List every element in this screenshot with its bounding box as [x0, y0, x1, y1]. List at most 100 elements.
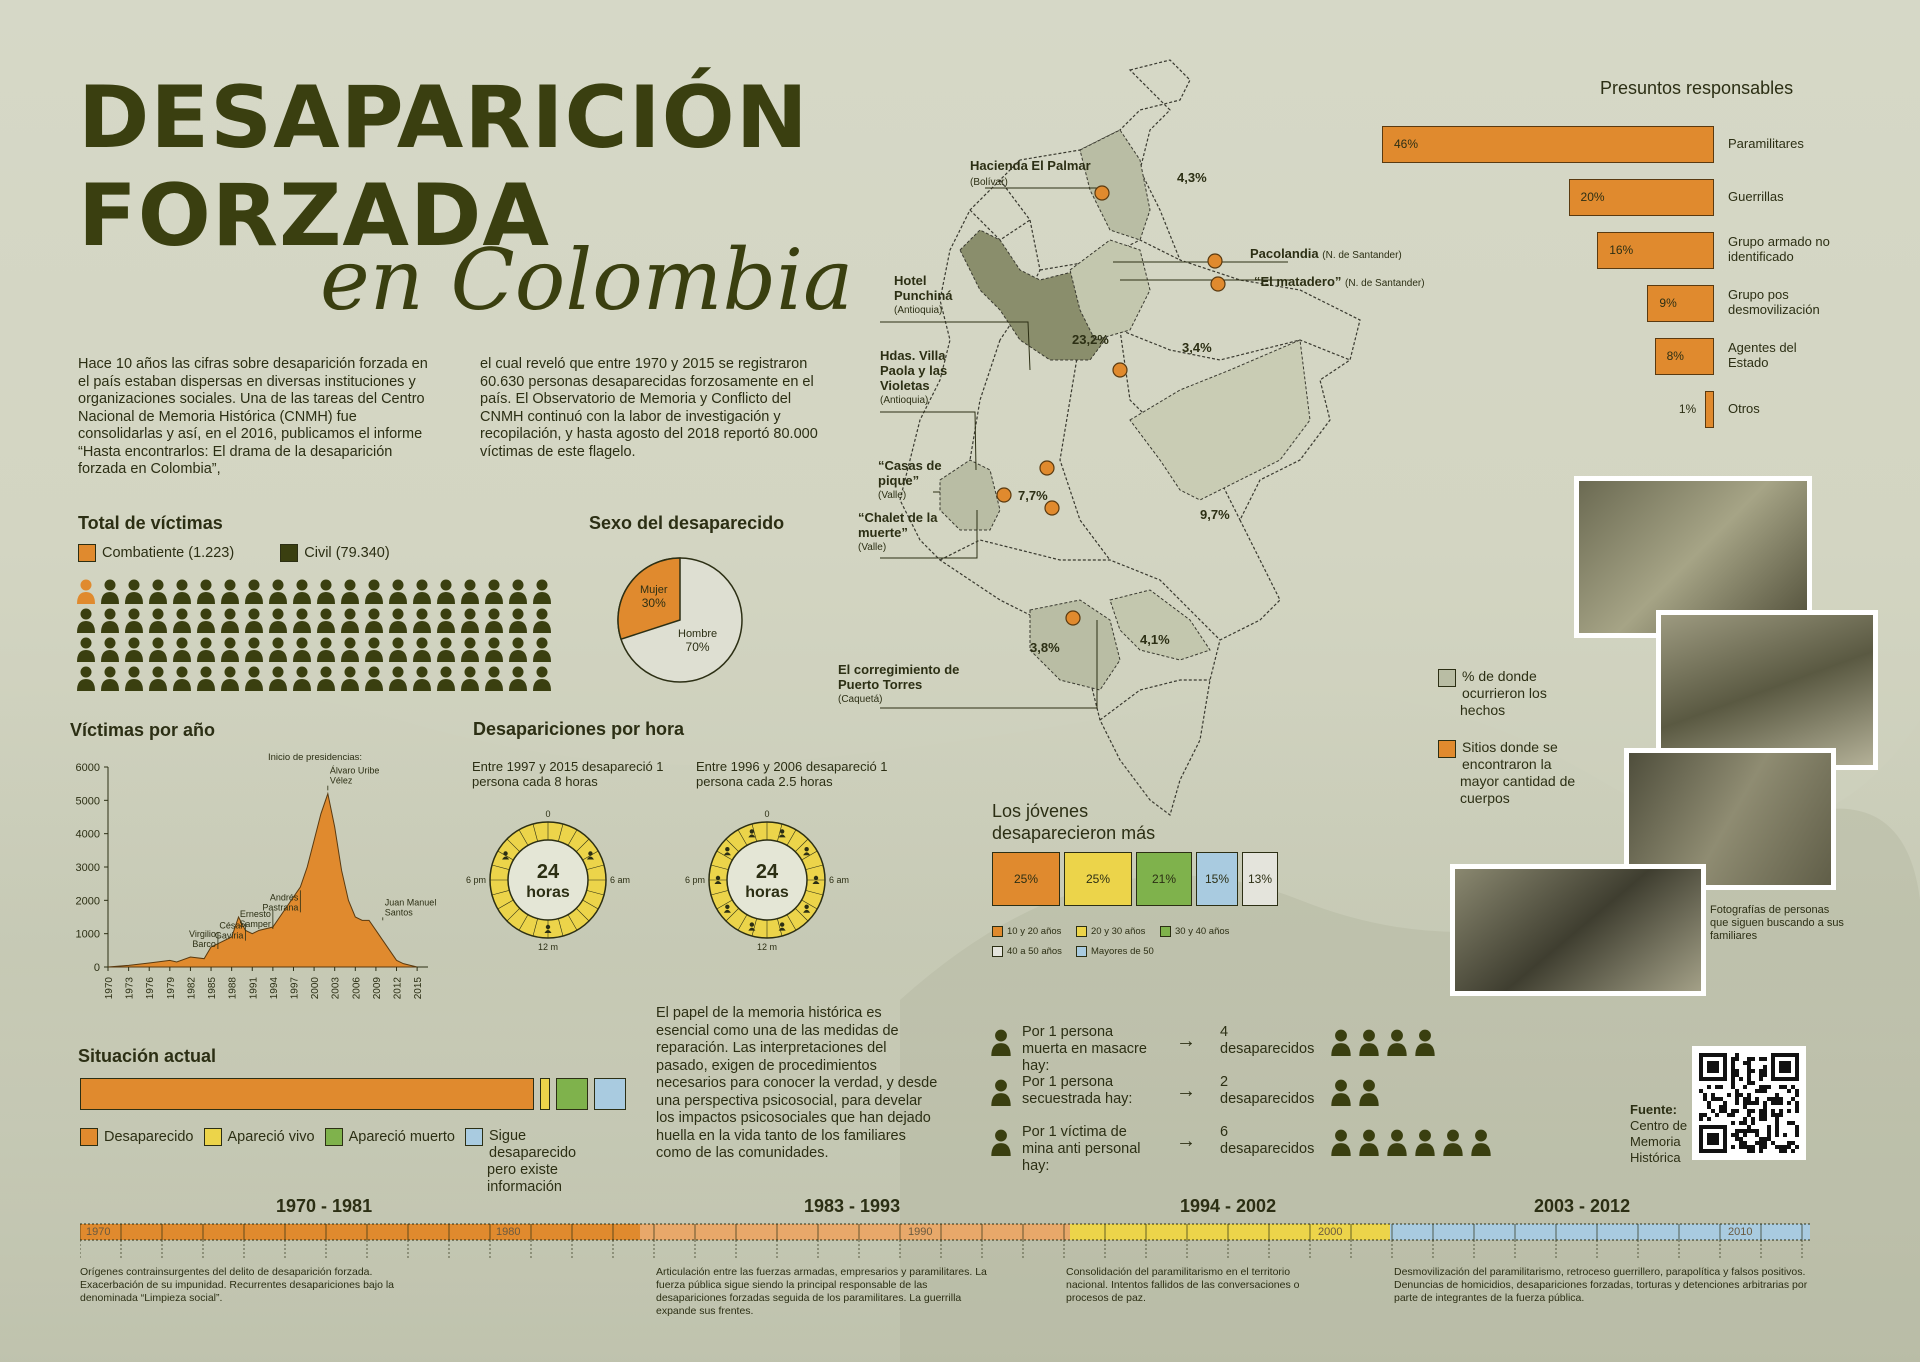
- ratio-desaparecido-icon: [1330, 1128, 1352, 1161]
- legend-muerto-swatch: [324, 1128, 343, 1146]
- qr-module: [1775, 1093, 1779, 1097]
- qr-module: [1751, 1101, 1755, 1105]
- qr-code[interactable]: [1692, 1046, 1806, 1160]
- person-icon: [76, 607, 96, 633]
- clock-tick: [716, 850, 733, 861]
- qr-module: [1795, 1105, 1799, 1109]
- person-icon: [436, 578, 456, 604]
- qr-module: [1759, 1069, 1763, 1073]
- presidencias-label: Inicio de presidencias:: [268, 752, 362, 763]
- person-icon: [148, 665, 168, 691]
- person-icon: [532, 665, 552, 691]
- x-tick-label: 1973: [125, 977, 136, 1000]
- clock-person-body: [723, 852, 731, 856]
- qr-module: [1755, 1097, 1759, 1101]
- qr-module: [1775, 1133, 1779, 1137]
- ratio-desaparecido-icon: [1386, 1028, 1408, 1061]
- person-icon: [484, 578, 504, 604]
- person-icon: [316, 636, 336, 662]
- clock-tick: [737, 829, 748, 846]
- x-tick-label: 2000: [310, 977, 321, 1000]
- person-icon: [508, 607, 528, 633]
- clock-tick: [586, 890, 605, 896]
- clock-person-head: [749, 829, 755, 834]
- qr-module: [1795, 1129, 1799, 1133]
- photo-3: [1624, 748, 1836, 890]
- region-norte-santander: [1079, 129, 1151, 241]
- map-legend-sites-swatch: [1438, 740, 1456, 758]
- timeline-title-4: 2003 - 2012: [1534, 1196, 1631, 1216]
- qr-module: [1747, 1069, 1751, 1073]
- title-line-2: FORZADA: [78, 166, 550, 266]
- responsable-bar: [1704, 391, 1714, 428]
- qr-module: [1743, 1133, 1747, 1137]
- clock-tick: [805, 864, 824, 870]
- person-icon: [292, 665, 312, 691]
- title-line-1: DESAPARICIÓN: [78, 68, 809, 168]
- qr-module: [1775, 1117, 1779, 1121]
- clock-label-right: 6 am: [610, 875, 630, 885]
- qr-module: [1787, 1145, 1791, 1149]
- qr-module: [1767, 1125, 1771, 1129]
- person-icon: [508, 665, 528, 691]
- x-tick-label: 1979: [166, 977, 177, 1000]
- combatiente-swatch: [78, 544, 96, 562]
- jovenes-legend-item: Mayores de 50: [1076, 946, 1154, 957]
- clock-tick: [567, 914, 578, 931]
- clock-tick: [805, 890, 824, 896]
- person-icon: [244, 636, 264, 662]
- ratio-right-text: 6 desaparecidos: [1220, 1124, 1315, 1157]
- qr-module: [1759, 1085, 1763, 1089]
- area-series: [107, 791, 418, 968]
- clock-tick: [558, 918, 564, 937]
- qr-module: [1767, 1137, 1771, 1141]
- site-label-villa-paola: Hdas. Villa Paola y las Violetas (Antioqu…: [880, 348, 948, 406]
- qr-module: [1763, 1137, 1767, 1141]
- timeline-year-1990: 1990: [908, 1226, 933, 1238]
- person-icon: [532, 578, 552, 604]
- qr-module: [1743, 1117, 1747, 1121]
- qr-module: [1791, 1097, 1795, 1101]
- jovenes-box: 25%: [1064, 852, 1132, 906]
- qr-module: [1703, 1093, 1707, 1097]
- timeline-bar: [80, 1223, 1810, 1260]
- legend-sigue-swatch: [465, 1128, 484, 1146]
- ratio-left-text: Por 1 víctima de mina anti personal hay:: [1022, 1124, 1141, 1174]
- person-icon: [244, 607, 264, 633]
- person-icon: [220, 578, 240, 604]
- responsable-pct: 16%: [1609, 243, 1634, 257]
- clock-tick: [737, 914, 748, 931]
- qr-module: [1787, 1109, 1791, 1113]
- legend-muerto-label: Apareció muerto: [348, 1128, 455, 1145]
- clock-tick: [786, 914, 797, 931]
- clock-person-body: [502, 856, 510, 860]
- clock-tick: [532, 823, 538, 842]
- leader-punchina: [880, 321, 1031, 371]
- qr-module: [1735, 1109, 1739, 1113]
- site-marker-chalet: [1044, 500, 1060, 516]
- qr-module: [1759, 1117, 1763, 1121]
- qr-module: [1767, 1129, 1771, 1133]
- qr-module: [1771, 1097, 1775, 1101]
- timeline-segment: [1390, 1224, 1810, 1240]
- civil-count: (79.340): [335, 544, 390, 561]
- qr-module: [1763, 1057, 1767, 1061]
- qr-module: [1703, 1097, 1707, 1101]
- clock-person-body: [748, 834, 756, 838]
- person-icon: [484, 665, 504, 691]
- total-legend: Combatiente (1.223) Civil (79.340): [78, 544, 390, 562]
- por-hora-left-text: Entre 1997 y 2015 desapareció 1 persona …: [472, 759, 664, 789]
- qr-module: [1739, 1077, 1743, 1081]
- combatiente-label: Combatiente: [102, 544, 185, 561]
- timeline-desc-3: Consolidación del paramilitarismo en el …: [1066, 1266, 1300, 1304]
- qr-module: [1735, 1129, 1739, 1133]
- ratio-left-text: Por 1 persona muerta en masacre hay:: [1022, 1024, 1147, 1074]
- qr-module: [1775, 1097, 1779, 1101]
- person-icon: [532, 636, 552, 662]
- y-tick-label: 2000: [76, 895, 100, 907]
- victims-pictogram: [74, 578, 574, 694]
- clock-tick: [777, 918, 783, 937]
- photos-caption: Fotografías de personas que siguen busca…: [1710, 904, 1844, 942]
- president-label: César Gaviria: [215, 921, 244, 941]
- ratio-arrow-icon: →: [1176, 1130, 1196, 1152]
